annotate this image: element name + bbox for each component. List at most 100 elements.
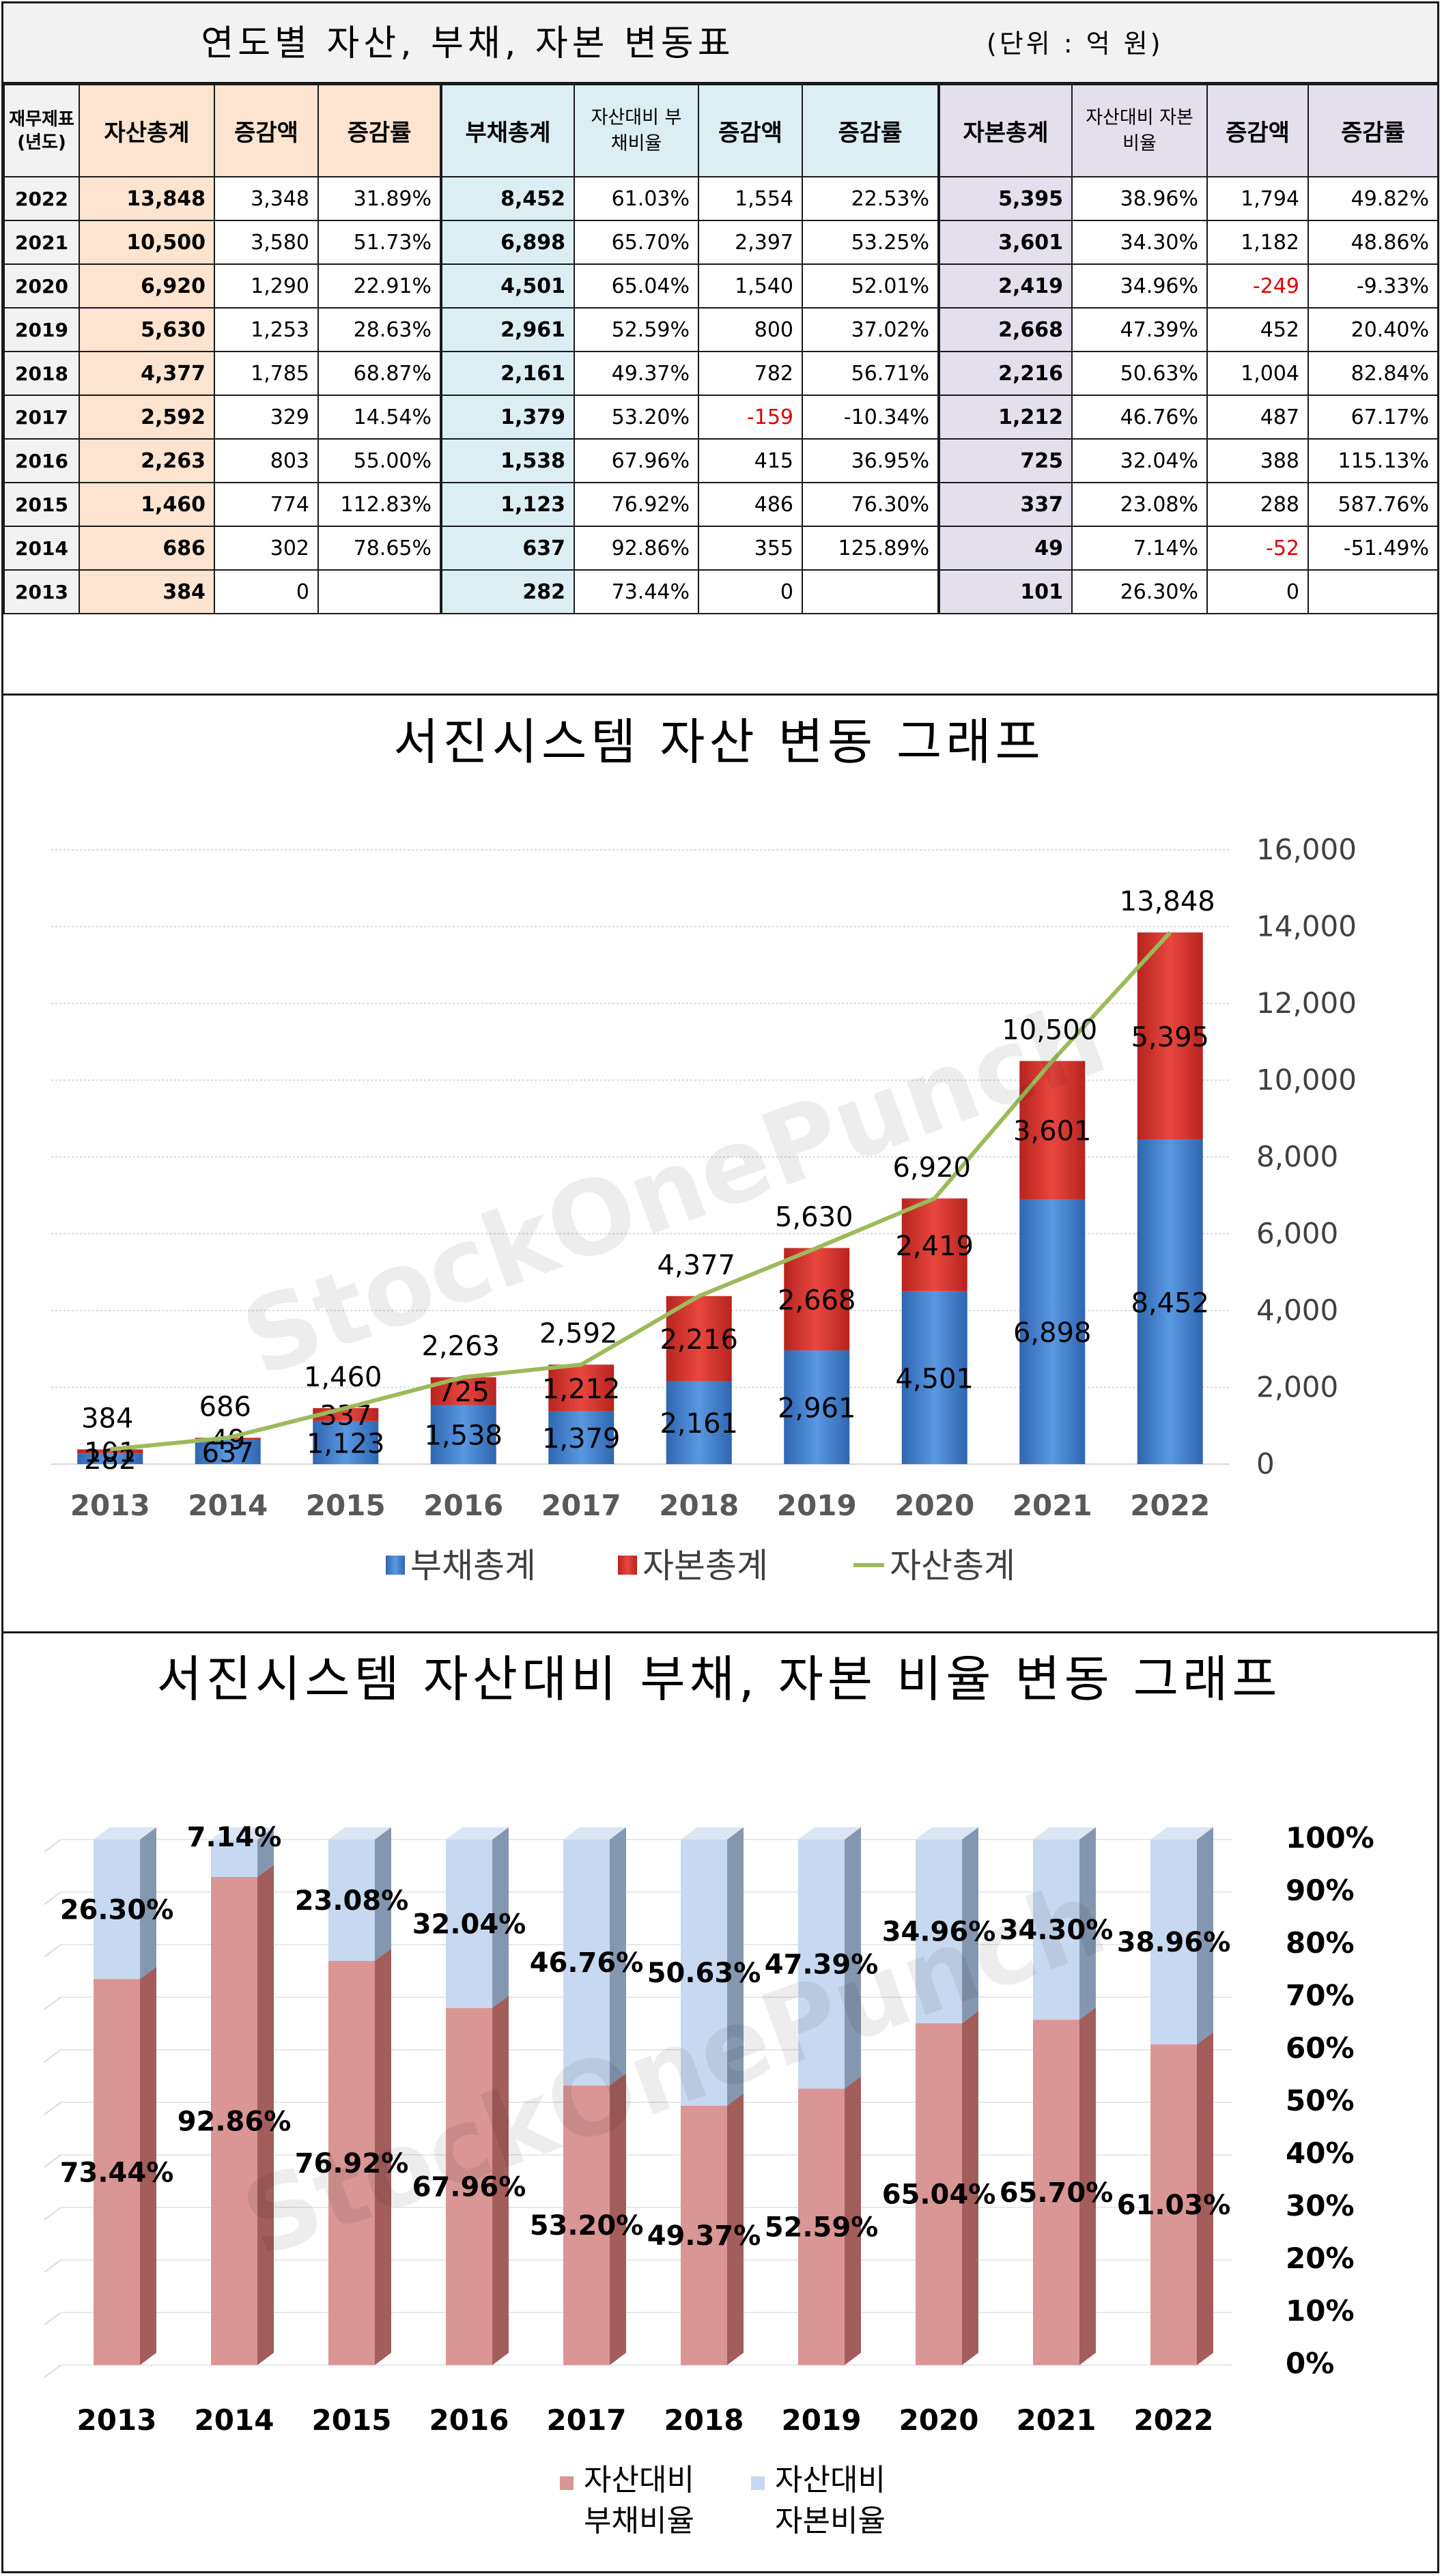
cell-eq-rate: 587.76% (1307, 482, 1439, 527)
gridline (44, 2102, 61, 2115)
cell-asset-change: 803 (214, 438, 319, 483)
cell-eq-rate (1307, 569, 1439, 614)
data-label-asset-total: 1,460 (304, 1362, 382, 1393)
y-tick-label: 16,000 (1256, 833, 1357, 866)
x-tick-label: 2013 (77, 2403, 157, 2437)
table-row: 2017 2,592 329 14.54% 1,379 53.20% -159 -10.34%… (3, 395, 1439, 440)
data-label-liabilities: 1,123 (307, 1428, 385, 1459)
data-label-equity: 5,395 (1131, 1022, 1209, 1053)
cell-eq-rate: 20.40% (1307, 307, 1439, 352)
cell-eq-ratio: 7.14% (1071, 526, 1208, 571)
bar-eq-ratio-side (610, 1827, 626, 2086)
cell-liab-total: 8,452 (440, 176, 575, 221)
bar-liab-ratio-side (492, 1995, 509, 2365)
cell-eq-total: 5,395 (937, 176, 1073, 221)
chart1-title: 서진시스템 자산 변동 그래프 (393, 713, 1045, 771)
data-label-liab-ratio: 52.59% (765, 2212, 879, 2244)
bar-eq-ratio-top (94, 1827, 156, 1840)
header-asset-rate: 증감률 (317, 84, 442, 177)
data-label-liab-ratio: 76.92% (295, 2148, 409, 2179)
header-liab-change: 증감액 (698, 84, 803, 177)
cell-eq-ratio: 23.08% (1071, 482, 1208, 527)
header-liab-ratio: 자산대비 부채비율 (574, 84, 699, 177)
cell-asset-rate: 14.54% (317, 395, 442, 440)
x-tick-label: 2019 (777, 1489, 857, 1522)
bar-eq-ratio-top (1150, 1827, 1213, 1840)
cell-eq-change: 487 (1206, 395, 1309, 440)
bar-liab-ratio (211, 1876, 257, 2365)
cell-asset-rate: 68.87% (317, 351, 442, 396)
table-row: 2019 5,630 1,253 28.63% 2,961 52.59% 800 37.02%… (3, 307, 1439, 352)
cell-eq-total: 337 (937, 482, 1073, 527)
legend-swatch-liabilities (386, 1556, 405, 1575)
bar-eq-ratio-side (1197, 1827, 1213, 2045)
gridline (44, 2364, 61, 2378)
header-liab-total: 부채총계 (440, 84, 575, 177)
row-year: 2020 (3, 263, 80, 309)
header-eq-rate: 증감률 (1307, 84, 1439, 177)
cell-eq-total: 49 (937, 526, 1073, 571)
cell-eq-rate: 48.86% (1307, 220, 1439, 265)
table-body: 2022 13,848 3,348 31.89% 8,452 61.03% 1,554 22.… (3, 176, 1439, 614)
cell-asset-rate: 55.00% (317, 438, 442, 483)
bar-liab-ratio-side (257, 1864, 274, 2365)
table-title: 연도별 자산, 부채, 자본 변동표 (201, 23, 735, 64)
y-tick-label: 12,000 (1256, 986, 1357, 1020)
bar-liabilities (901, 1291, 967, 1464)
data-label-liabilities: 6,898 (1013, 1317, 1092, 1349)
cell-liab-ratio: 52.59% (574, 307, 699, 352)
chart2-title: 서진시스템 자산대비 부채, 자본 비율 변동 그래프 (156, 1650, 1282, 1708)
cell-liab-rate: 37.02% (802, 307, 939, 352)
bar-liab-ratio-side (727, 2093, 744, 2365)
cell-asset-rate: 78.65% (317, 526, 442, 571)
cell-eq-rate: 115.13% (1307, 438, 1439, 483)
data-label-eq-ratio: 23.08% (295, 1885, 409, 1917)
cell-liab-change: 415 (698, 438, 803, 483)
data-label-eq-ratio: 47.39% (765, 1949, 879, 1981)
table-row: 2015 1,460 774 112.83% 1,123 76.92% 486 76.30% 3… (3, 482, 1439, 527)
table-row: 2018 4,377 1,785 68.87% 2,161 49.37% 782 56.71%… (3, 351, 1439, 396)
bar-eq-ratio (328, 1840, 375, 1961)
data-label-liab-ratio: 65.70% (1000, 2177, 1114, 2209)
gridline (44, 2259, 61, 2273)
bar-liabilities (430, 1405, 496, 1464)
legend-label-eq-ratio-line2: 자본비율 (775, 2504, 886, 2538)
cell-eq-rate: -51.49% (1307, 526, 1439, 571)
legend-swatch-equity (618, 1556, 637, 1575)
cell-liab-total: 2,961 (440, 307, 575, 352)
bar-eq-ratio (916, 1840, 962, 2024)
bar-eq-ratio-side (140, 1827, 156, 1979)
x-tick-label: 2014 (195, 2403, 274, 2437)
cell-asset-rate (317, 569, 442, 614)
y-tick-label: 0% (1286, 2347, 1334, 2380)
table-row: 2021 10,500 3,580 51.73% 6,898 65.70% 2,397 53.… (3, 220, 1439, 265)
cell-liab-rate: 76.30% (802, 482, 939, 527)
y-tick-label: 50% (1286, 2084, 1355, 2117)
cell-asset-change: 1,253 (214, 307, 319, 352)
bar-eq-ratio (94, 1840, 140, 1979)
table-row: 2016 2,263 803 55.00% 1,538 67.96% 415 36.95% 72… (3, 438, 1439, 483)
cell-asset-total: 6,920 (79, 263, 215, 309)
cell-eq-total: 2,668 (937, 307, 1073, 352)
gridline (44, 2207, 61, 2220)
cell-liab-total: 4,501 (440, 263, 575, 309)
bar-eq-ratio-side (962, 1827, 978, 2024)
cell-eq-ratio: 50.63% (1071, 351, 1208, 396)
data-label-liabilities: 2,961 (778, 1393, 856, 1425)
cell-asset-total: 4,377 (79, 351, 215, 396)
cell-liab-rate: -10.34% (802, 395, 939, 440)
y-tick-label: 2,000 (1256, 1371, 1338, 1404)
x-tick-label: 2020 (899, 2403, 979, 2437)
cell-eq-rate: -9.33% (1307, 263, 1439, 309)
cell-liab-change: 0 (698, 569, 803, 614)
bar-liab-ratio (681, 2105, 727, 2365)
bar-liab-ratio-side (610, 2073, 626, 2365)
legend-label-asset-total: 자산총계 (890, 1546, 1015, 1586)
bar-liabilities (548, 1411, 614, 1464)
cell-eq-ratio: 26.30% (1071, 569, 1208, 614)
bar-eq-ratio (1033, 1840, 1079, 2020)
legend-label-liabilities: 부채총계 (410, 1546, 536, 1586)
data-label-liab-ratio: 61.03% (1117, 2190, 1231, 2221)
cell-liab-total: 1,538 (440, 438, 575, 483)
